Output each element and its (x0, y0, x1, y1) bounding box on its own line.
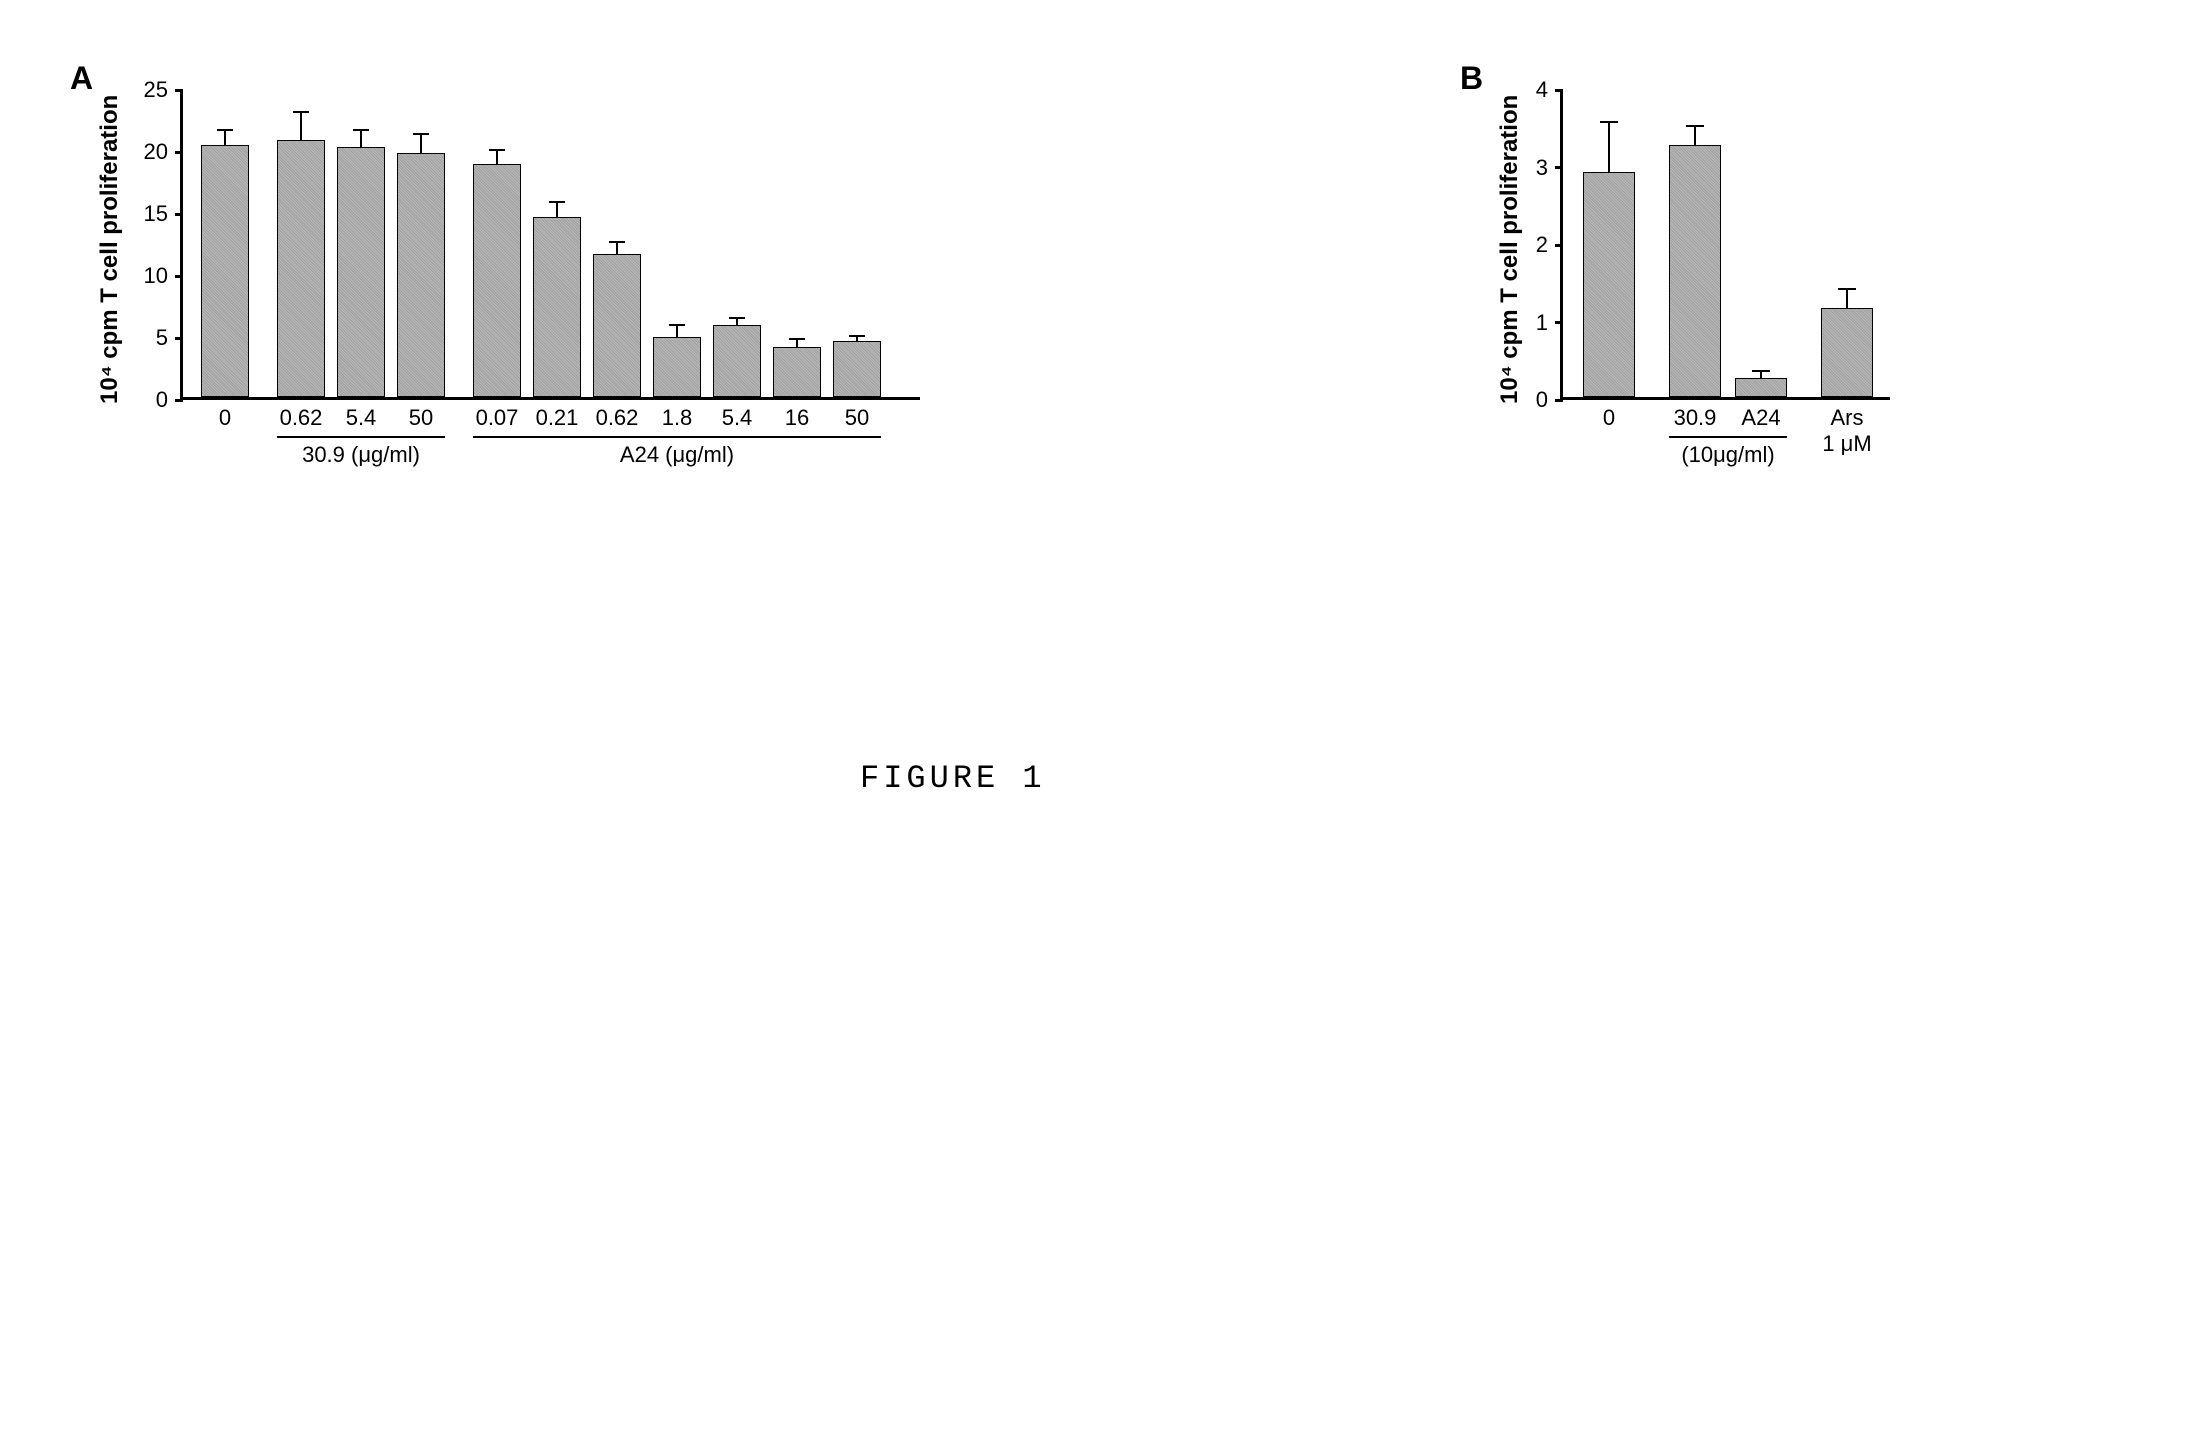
x-tick-label: 0.62 (280, 405, 323, 431)
bar (833, 341, 881, 397)
x-tick-label: 0 (219, 405, 231, 431)
bar (713, 325, 761, 397)
bar (337, 147, 385, 397)
y-tick-label: 25 (144, 77, 168, 103)
error-bar (616, 242, 618, 254)
y-tick-label: 3 (1536, 155, 1548, 181)
error-cap (729, 317, 745, 319)
y-tick-label: 0 (1536, 387, 1548, 413)
x-tick-label: 50 (409, 405, 433, 431)
x-tick-label: Ars (1831, 405, 1864, 431)
x-tick-label: 50 (845, 405, 869, 431)
error-bar (420, 134, 422, 153)
y-tick-mark (175, 89, 183, 92)
error-bar (360, 130, 362, 146)
error-bar (496, 150, 498, 164)
error-cap (1686, 125, 1704, 127)
figure-caption: FIGURE 1 (860, 760, 1046, 797)
panel-b: B 10⁴ cpm T cell proliferation 030.9A24A… (1460, 60, 1900, 520)
bar (1821, 308, 1873, 397)
bar (1735, 378, 1787, 397)
error-cap (849, 335, 865, 337)
error-cap (1838, 288, 1856, 290)
error-cap (609, 241, 625, 243)
error-bar (676, 325, 678, 337)
y-tick-mark (1555, 89, 1563, 92)
y-tick-mark (1555, 244, 1563, 247)
group-label: A24 (μg/ml) (620, 442, 734, 468)
y-tick-mark (175, 399, 183, 402)
panel-a-y-axis-label: 10⁴ cpm T cell proliferation (96, 104, 124, 404)
error-bar (1694, 126, 1696, 145)
bar (277, 140, 325, 397)
y-tick-mark (1555, 399, 1563, 402)
error-bar (796, 339, 798, 348)
panel-b-plot-area: 030.9A24Ars1 μM(10μg/ml) (1560, 90, 1890, 400)
x-tick-label: 0.07 (476, 405, 519, 431)
error-cap (293, 111, 309, 113)
group-underline (277, 436, 445, 438)
y-tick-label: 0 (156, 387, 168, 413)
panel-a: A 10⁴ cpm T cell proliferation 00.625.45… (70, 60, 970, 520)
bar (201, 145, 249, 397)
bar (593, 254, 641, 397)
figure-container: A 10⁴ cpm T cell proliferation 00.625.45… (40, 40, 2145, 1396)
y-tick-label: 20 (144, 139, 168, 165)
x-tick-sublabel: 1 μM (1822, 431, 1871, 457)
bar (1583, 172, 1635, 397)
error-cap (669, 324, 685, 326)
error-cap (217, 129, 233, 131)
y-tick-label: 4 (1536, 77, 1548, 103)
error-bar (736, 318, 738, 325)
error-bar (1846, 289, 1848, 308)
group-label: 30.9 (μg/ml) (302, 442, 420, 468)
group-underline (1669, 436, 1787, 438)
y-tick-mark (1555, 166, 1563, 169)
panel-b-y-axis-label: 10⁴ cpm T cell proliferation (1496, 104, 1524, 404)
panel-a-chart: 00.625.4500.070.210.621.85.4165030.9 (μg… (180, 90, 920, 400)
bar (473, 164, 521, 397)
x-tick-label: 30.9 (1674, 405, 1717, 431)
x-tick-label: 16 (785, 405, 809, 431)
bar (397, 153, 445, 397)
error-cap (353, 129, 369, 131)
x-tick-label: A24 (1741, 405, 1780, 431)
y-tick-label: 10 (144, 263, 168, 289)
x-tick-label: 0 (1603, 405, 1615, 431)
error-bar (1608, 122, 1610, 172)
bar (1669, 145, 1721, 397)
y-tick-label: 5 (156, 325, 168, 351)
bar (533, 217, 581, 397)
error-bar (556, 202, 558, 217)
y-tick-mark (1555, 321, 1563, 324)
panel-b-label: B (1460, 60, 1483, 97)
y-tick-label: 2 (1536, 232, 1548, 258)
error-cap (549, 201, 565, 203)
x-tick-label: 1.8 (662, 405, 693, 431)
y-tick-mark (175, 275, 183, 278)
y-tick-mark (175, 151, 183, 154)
panel-b-chart: 030.9A24Ars1 μM(10μg/ml) 01234 (1560, 90, 1890, 400)
x-tick-label: 5.4 (346, 405, 377, 431)
panel-a-label: A (70, 60, 93, 97)
bar (653, 337, 701, 397)
error-cap (1600, 121, 1618, 123)
x-tick-label: 5.4 (722, 405, 753, 431)
y-tick-label: 15 (144, 201, 168, 227)
y-tick-mark (175, 213, 183, 216)
x-tick-label: 0.21 (536, 405, 579, 431)
error-cap (789, 338, 805, 340)
group-underline (473, 436, 881, 438)
group-label: (10μg/ml) (1681, 442, 1774, 468)
panel-a-plot-area: 00.625.4500.070.210.621.85.4165030.9 (μg… (180, 90, 920, 400)
error-bar (224, 130, 226, 145)
y-tick-label: 1 (1536, 310, 1548, 336)
x-tick-label: 0.62 (596, 405, 639, 431)
error-bar (300, 112, 302, 141)
bar (773, 347, 821, 397)
error-cap (413, 133, 429, 135)
error-cap (1752, 370, 1770, 372)
error-cap (489, 149, 505, 151)
y-tick-mark (175, 337, 183, 340)
